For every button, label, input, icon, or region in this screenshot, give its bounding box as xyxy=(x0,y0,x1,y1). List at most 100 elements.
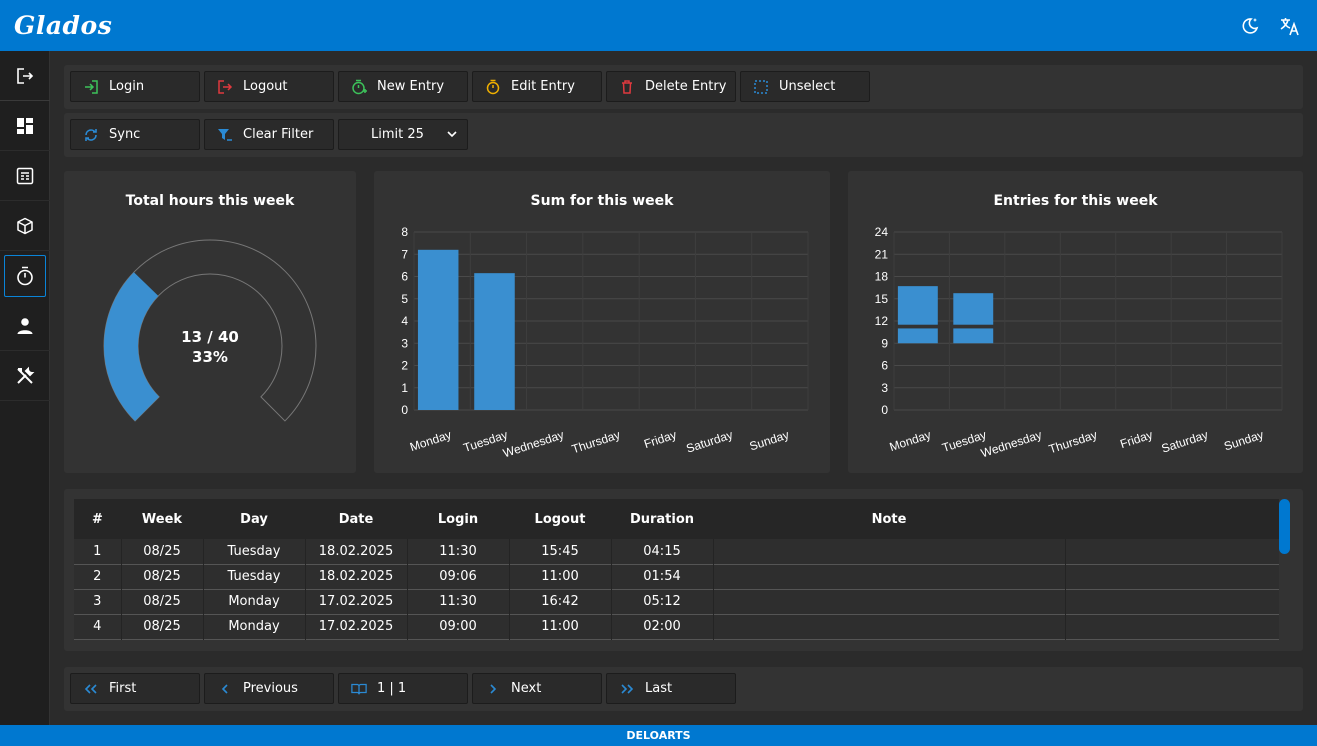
table-row[interactable]: 2 08/25 Tuesday 18.02.2025 09:06 11:00 0… xyxy=(74,564,1279,589)
new-entry-button[interactable]: New Entry xyxy=(338,71,468,102)
logout-icon xyxy=(217,79,233,95)
sidebar-tools-icon[interactable] xyxy=(0,351,50,401)
y-tick-label: 4 xyxy=(401,314,408,328)
sidebar-timer-icon[interactable] xyxy=(4,255,46,297)
table-cell: 11:30 xyxy=(407,589,510,614)
table-cell: 18.02.2025 xyxy=(305,539,408,564)
table-cell: 1 xyxy=(74,539,122,564)
column-header[interactable]: # xyxy=(92,511,103,527)
gauge-value-label: 13 / 40 xyxy=(181,328,239,346)
sync-button[interactable]: Sync xyxy=(70,119,200,150)
x-tick-label: Wednesday xyxy=(979,428,1043,461)
range-bar xyxy=(897,286,938,325)
table-cell xyxy=(1065,589,1279,614)
previous-page-button[interactable]: Previous xyxy=(204,673,334,704)
timer-plus-icon xyxy=(351,79,367,95)
column-header-empty xyxy=(1065,499,1279,539)
table-cell: 17.02.2025 xyxy=(305,589,408,614)
table-cell: 11:00 xyxy=(509,614,612,639)
x-tick-label: Saturday xyxy=(684,428,734,456)
table-cell: 08/25 xyxy=(121,589,204,614)
first-page-button[interactable]: First xyxy=(70,673,200,704)
column-header[interactable]: Duration xyxy=(629,511,695,527)
table-cell: 08/25 xyxy=(121,539,204,564)
table-cell: 08/25 xyxy=(121,564,204,589)
y-tick-label: 21 xyxy=(875,247,889,261)
y-tick-label: 6 xyxy=(881,359,888,373)
table-cell: 02:00 xyxy=(611,614,714,639)
x-tick-label: Saturday xyxy=(1160,428,1210,456)
clear-filter-button[interactable]: Clear Filter xyxy=(204,119,334,150)
sidebar-logout-icon[interactable] xyxy=(0,51,50,101)
y-tick-label: 1 xyxy=(401,381,408,395)
table-row[interactable]: 1 08/25 Tuesday 18.02.2025 11:30 15:45 0… xyxy=(74,539,1279,564)
login-button[interactable]: Login xyxy=(70,71,200,102)
x-tick-label: Friday xyxy=(1118,428,1154,452)
y-tick-label: 3 xyxy=(401,336,408,350)
range-bar xyxy=(953,328,994,344)
sum-chart: Sum for this week 0 1 2 3 4 5 6 7 8 Monday Tuesday… xyxy=(374,171,830,473)
range-bar xyxy=(897,328,938,344)
table-header-row: # Week Day Date Login Logout Duration No… xyxy=(74,499,1279,539)
entries-chart-title: Entries for this week xyxy=(993,193,1158,209)
table-row[interactable]: 4 08/25 Monday 17.02.2025 09:00 11:00 02… xyxy=(74,614,1279,639)
gauge-percent-label: 33% xyxy=(192,348,228,366)
table-cell: Tuesday xyxy=(203,539,306,564)
column-header[interactable]: Login xyxy=(437,511,479,527)
column-header[interactable]: Date xyxy=(338,511,374,527)
table-scrollbar[interactable] xyxy=(1279,499,1290,554)
edit-entry-button[interactable]: Edit Entry xyxy=(472,71,602,102)
y-tick-label: 24 xyxy=(875,225,889,239)
table-cell: 01:54 xyxy=(611,564,714,589)
chevron-right-icon xyxy=(485,681,501,697)
table-cell: Tuesday xyxy=(203,564,306,589)
x-tick-label: Monday xyxy=(888,428,933,455)
unselect-button[interactable]: Unselect xyxy=(740,71,870,102)
table-cell: 17.02.2025 xyxy=(305,614,408,639)
y-tick-label: 7 xyxy=(401,247,408,261)
table-cell: Monday xyxy=(203,589,306,614)
column-header[interactable]: Logout xyxy=(534,511,586,527)
select-dashed-icon xyxy=(753,79,769,95)
filter-remove-icon xyxy=(217,127,233,143)
last-page-button[interactable]: Last xyxy=(606,673,736,704)
column-header[interactable]: Day xyxy=(240,511,268,527)
table-cell: 08/25 xyxy=(121,614,204,639)
sidebar-dashboard-icon[interactable] xyxy=(0,101,50,151)
y-tick-label: 5 xyxy=(401,292,408,306)
translate-icon[interactable] xyxy=(1277,13,1303,39)
header-actions xyxy=(1237,13,1303,39)
table-cell xyxy=(1065,614,1279,639)
chevrons-left-icon xyxy=(83,681,99,697)
column-header[interactable]: Week xyxy=(141,511,183,527)
x-tick-label: Sunday xyxy=(1222,428,1265,454)
page-indicator: 1 | 1 xyxy=(338,673,468,704)
theme-toggle-icon[interactable] xyxy=(1237,13,1263,39)
table-cell: 11:30 xyxy=(407,539,510,564)
y-tick-label: 12 xyxy=(875,314,889,328)
next-page-button[interactable]: Next xyxy=(472,673,602,704)
logout-button[interactable]: Logout xyxy=(204,71,334,102)
table-row[interactable]: 3 08/25 Monday 17.02.2025 11:30 16:42 05… xyxy=(74,589,1279,614)
timer-edit-icon xyxy=(485,79,501,95)
top-bar: Glados xyxy=(0,0,1317,51)
bar xyxy=(474,273,515,410)
sidebar-package-icon[interactable] xyxy=(0,201,50,251)
delete-entry-button[interactable]: Delete Entry xyxy=(606,71,736,102)
column-header[interactable]: Note xyxy=(871,511,907,527)
sidebar-user-icon[interactable] xyxy=(0,301,50,351)
sidebar-table-icon[interactable] xyxy=(0,151,50,201)
limit-select[interactable]: Limit 25 xyxy=(338,119,468,150)
table-cell xyxy=(713,589,1066,614)
x-tick-label: Monday xyxy=(408,428,453,455)
table-cell: 05:12 xyxy=(611,589,714,614)
x-tick-label: Friday xyxy=(642,428,678,452)
y-tick-label: 15 xyxy=(875,292,889,306)
sync-icon xyxy=(83,127,99,143)
footer: DELOARTS xyxy=(0,725,1317,746)
table-cell xyxy=(713,614,1066,639)
table-cell: 3 xyxy=(74,589,122,614)
